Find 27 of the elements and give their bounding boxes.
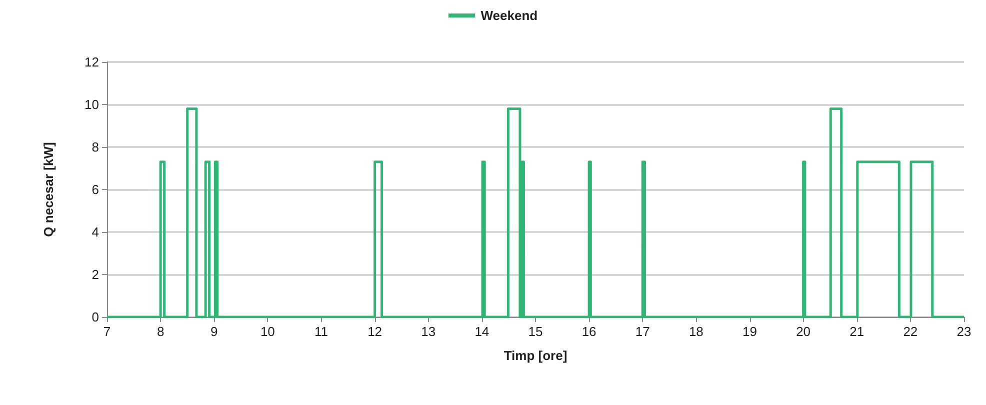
x-tick-label: 16: [582, 324, 596, 339]
x-axis-title: Timp [ore]: [504, 348, 568, 363]
y-tick-label: 8: [92, 140, 99, 154]
y-tick-label: 12: [84, 54, 99, 70]
x-tick-label: 17: [635, 324, 650, 339]
x-tick-label: 20: [796, 324, 811, 339]
x-tick-label: 12: [368, 324, 382, 339]
y-tick-label: 0: [92, 310, 99, 324]
x-tick-label: 7: [103, 324, 111, 339]
x-tick-label: 14: [474, 324, 490, 339]
x-tick-label: 21: [850, 324, 864, 339]
y-axis-title: Q necesar [kW]: [41, 142, 56, 237]
x-tick-label: 22: [903, 324, 918, 339]
x-tick-label: 11: [314, 324, 328, 339]
y-tick-label: 4: [92, 224, 99, 240]
y-tick-label: 2: [92, 267, 99, 282]
x-tick-label: 9: [210, 324, 218, 339]
x-tick-label: 10: [260, 324, 275, 339]
x-tick-label: 15: [528, 324, 543, 339]
y-tick-label: 6: [92, 182, 99, 197]
y-tick-label: 10: [84, 97, 99, 112]
x-tick-label: 13: [421, 324, 436, 339]
legend-label: Weekend: [480, 8, 538, 23]
x-tick-label: 23: [956, 324, 972, 339]
x-tick-label: 18: [688, 324, 704, 339]
x-tick-label: 8: [156, 324, 164, 339]
x-tick-label: 19: [742, 324, 757, 339]
